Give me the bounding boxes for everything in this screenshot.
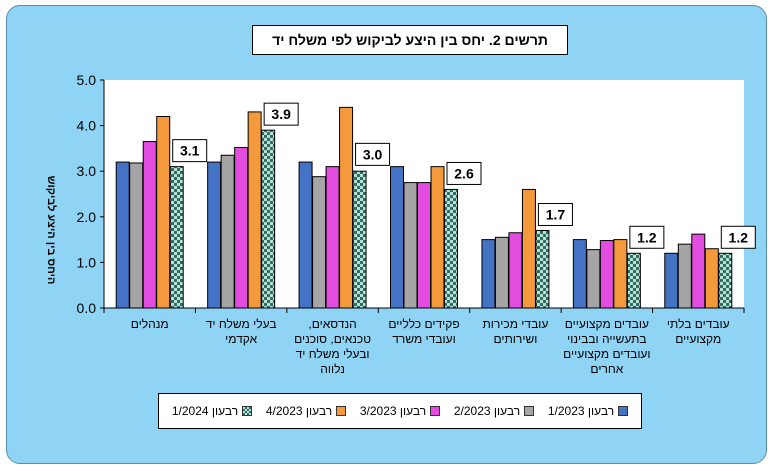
bar xyxy=(298,161,313,309)
x-tick-label: אקדמי xyxy=(225,332,257,346)
bar xyxy=(664,252,679,309)
x-tick-label: הנדסאים, xyxy=(308,317,356,331)
bar xyxy=(390,166,404,309)
legend-item: רבעון 4/2023 xyxy=(265,404,347,418)
bar xyxy=(312,176,327,309)
data-labels-group: 3.1 3.9 3.0 2.6 1.7 1.2 1.2 xyxy=(172,102,756,249)
bar xyxy=(169,166,184,309)
y-tick-label: 4.0 xyxy=(77,118,97,134)
data-label: 2.6 xyxy=(446,161,482,185)
svg-text:2.6: 2.6 xyxy=(454,165,474,181)
legend-label: רבעון 3/2023 xyxy=(359,404,427,418)
bar xyxy=(430,166,445,309)
legend-swatch xyxy=(618,406,629,416)
bar xyxy=(494,236,509,309)
data-label: 3.9 xyxy=(263,102,299,126)
bar xyxy=(572,239,587,309)
legend-swatch xyxy=(336,406,347,416)
y-tick-label: 2.0 xyxy=(77,209,97,225)
x-tick-label: עובדים בלתי xyxy=(667,317,730,331)
bar xyxy=(508,232,523,309)
svg-text:3.1: 3.1 xyxy=(180,143,200,159)
bar xyxy=(718,252,733,309)
x-tick-label: נלווה xyxy=(320,362,345,376)
y-tick-label: 5.0 xyxy=(77,72,97,88)
bar xyxy=(704,248,719,309)
svg-text:3.0: 3.0 xyxy=(363,146,383,162)
bar xyxy=(677,243,692,309)
legend-swatch xyxy=(430,406,441,416)
bar xyxy=(115,161,130,309)
data-label: 1.7 xyxy=(537,202,573,226)
bar xyxy=(521,188,536,309)
y-tick-label: 1.0 xyxy=(77,254,97,270)
legend-swatch xyxy=(524,406,535,416)
svg-text:3.9: 3.9 xyxy=(271,106,291,122)
y-axis: 0.0 1.0 2.0 3.0 4.0 5.0 xyxy=(77,72,105,316)
bar xyxy=(417,182,431,309)
legend-item: רבעון 2/2023 xyxy=(453,404,535,418)
bar xyxy=(586,249,601,309)
legend-label: רבעון 2/2023 xyxy=(453,404,521,418)
bar xyxy=(156,115,171,309)
bar xyxy=(325,166,340,309)
bar xyxy=(613,239,628,309)
bar xyxy=(599,240,614,309)
legend-item: רבעון 1/2023 xyxy=(547,404,629,418)
legend-item: רבעון 3/2023 xyxy=(359,404,441,418)
x-tick-label: ועובדים מקצועיים xyxy=(563,347,650,361)
x-tick-label: בעלי משלח יד xyxy=(206,317,277,331)
bar xyxy=(234,146,249,309)
x-tick-label: עובדי מכירות xyxy=(482,317,548,331)
x-tick-label: ועובדי משרד xyxy=(392,332,455,346)
x-tick-label: מקצועיים xyxy=(675,332,721,346)
legend-label: רבעון 4/2023 xyxy=(265,404,333,418)
x-tick-label: ובעלי משלח יד xyxy=(296,347,370,361)
bar xyxy=(352,170,367,309)
bar xyxy=(220,154,235,309)
x-tick-label: מנהלים xyxy=(131,317,169,331)
bars-group xyxy=(115,106,733,309)
y-axis-title: היחס בין היצע לביקוש xyxy=(45,176,58,285)
legend-label: רבעון 1/2023 xyxy=(547,404,615,418)
legend: רבעון 1/2023 רבעון 2/2023 רבעון 3/2023 רבעו… xyxy=(158,393,642,429)
x-tick-label: אחרים xyxy=(590,362,623,376)
x-tick-label: ושירותים xyxy=(494,332,538,346)
data-label: 1.2 xyxy=(629,225,665,249)
y-tick-label: 0.0 xyxy=(77,300,97,316)
data-label: 1.2 xyxy=(720,225,756,249)
data-label: 3.1 xyxy=(172,139,208,163)
bar xyxy=(691,233,706,309)
bar xyxy=(261,129,276,309)
svg-text:1.2: 1.2 xyxy=(729,229,749,245)
data-label: 3.0 xyxy=(355,142,391,166)
bar xyxy=(129,162,144,309)
x-tick-label: טכנאים, סוכנים xyxy=(294,332,371,346)
chart-title: תרשים 2. יחס בין היצע לביקוש לפי משלח יד xyxy=(252,25,568,55)
x-tick-label: בתעשייה ובבינוי xyxy=(567,332,646,346)
x-tick-label: פקידים כלליים xyxy=(388,317,459,331)
bar xyxy=(535,229,550,309)
legend-swatch xyxy=(242,406,253,416)
bar xyxy=(247,111,262,309)
x-tick-label: עובדים מקצועיים xyxy=(565,317,649,331)
legend-item: רבעון 1/2024 xyxy=(171,404,253,418)
bar xyxy=(481,239,496,309)
bar xyxy=(207,161,222,309)
y-tick-label: 3.0 xyxy=(77,163,97,179)
bar xyxy=(142,141,157,309)
bar xyxy=(444,188,458,309)
bar xyxy=(339,106,354,309)
bar xyxy=(403,182,418,309)
legend-label: רבעון 1/2024 xyxy=(171,404,239,418)
bar xyxy=(626,252,641,309)
svg-text:1.7: 1.7 xyxy=(546,206,566,222)
svg-text:1.2: 1.2 xyxy=(637,229,657,245)
